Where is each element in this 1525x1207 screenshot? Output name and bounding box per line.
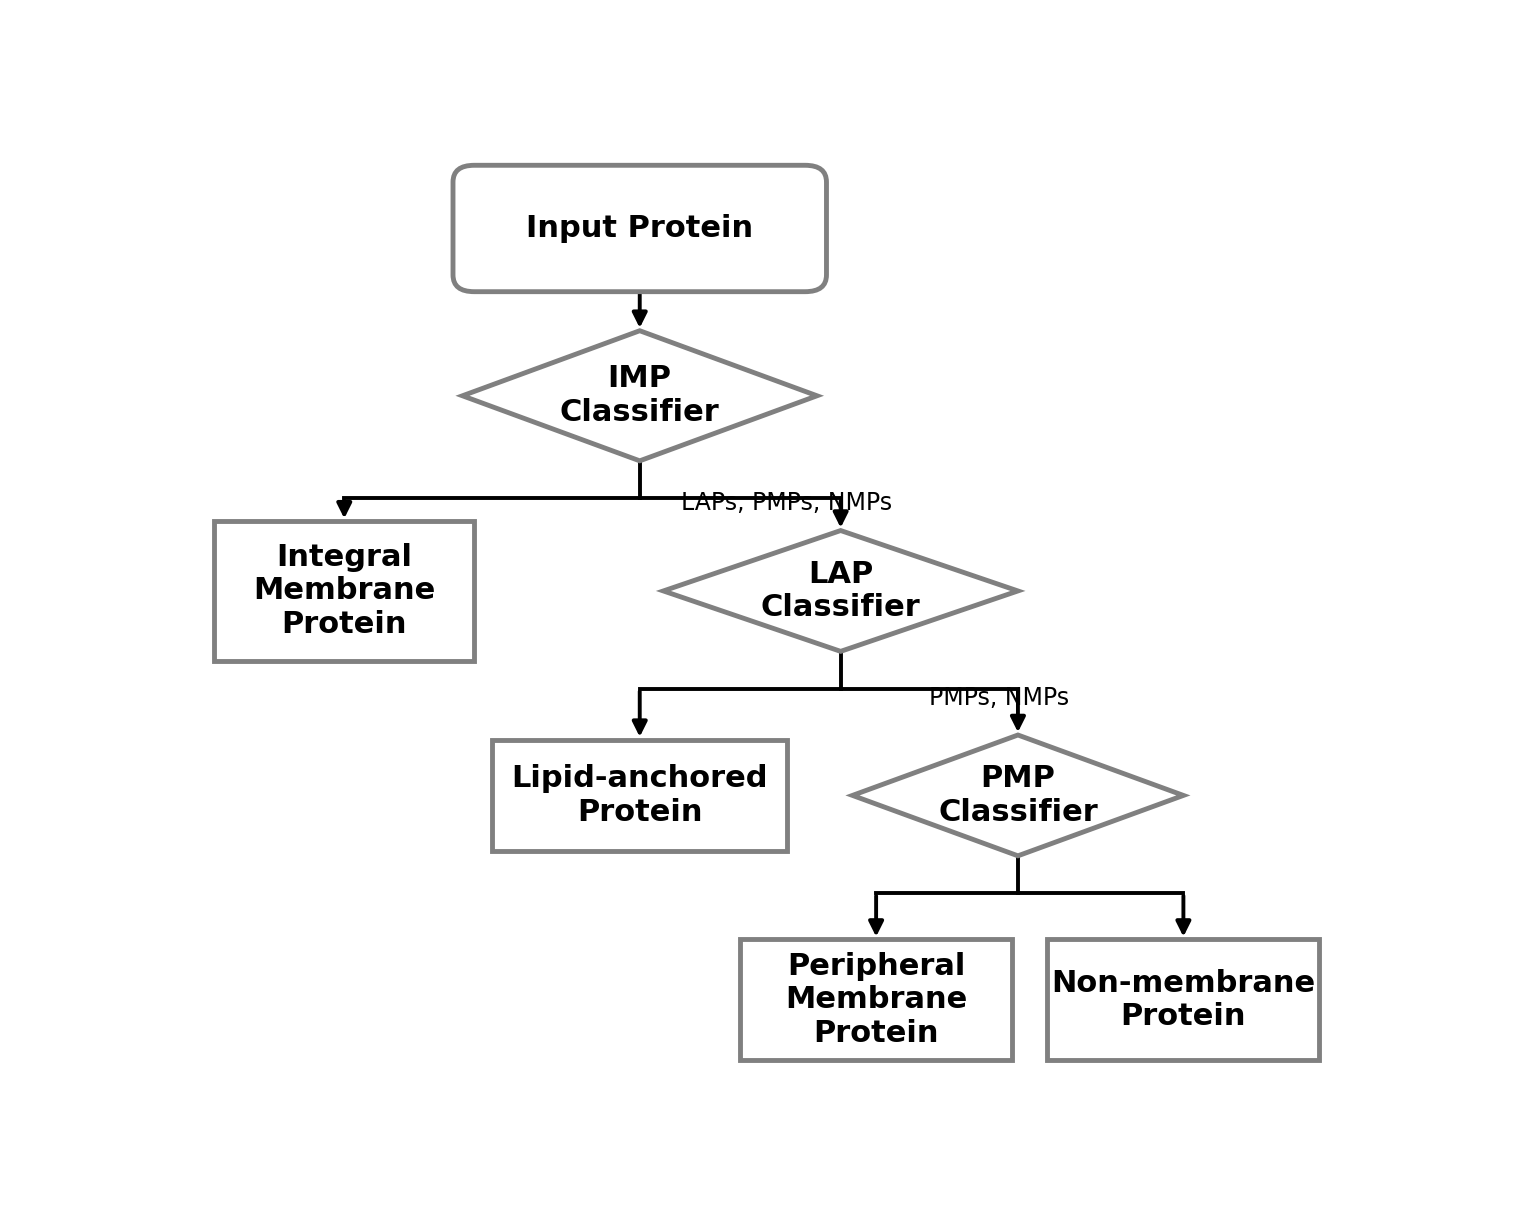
Text: LAP
Classifier: LAP Classifier <box>761 560 921 623</box>
Text: Lipid-anchored
Protein: Lipid-anchored Protein <box>511 764 769 827</box>
Polygon shape <box>663 531 1019 652</box>
Text: Input Protein: Input Protein <box>526 214 753 243</box>
Polygon shape <box>462 331 817 461</box>
Text: PMPs, NMPs: PMPs, NMPs <box>929 686 1069 710</box>
Bar <box>493 740 787 851</box>
Text: Non-membrane
Protein: Non-membrane Protein <box>1051 968 1316 1031</box>
Bar <box>1048 939 1319 1060</box>
Text: LAPs, PMPs, NMPs: LAPs, PMPs, NMPs <box>682 491 892 514</box>
Bar <box>214 521 474 660</box>
FancyBboxPatch shape <box>453 165 827 292</box>
Text: IMP
Classifier: IMP Classifier <box>560 365 720 427</box>
Text: Integral
Membrane
Protein: Integral Membrane Protein <box>253 543 436 639</box>
Bar <box>740 939 1013 1060</box>
Text: PMP
Classifier: PMP Classifier <box>938 764 1098 827</box>
Polygon shape <box>852 735 1183 856</box>
Text: Peripheral
Membrane
Protein: Peripheral Membrane Protein <box>785 952 967 1048</box>
